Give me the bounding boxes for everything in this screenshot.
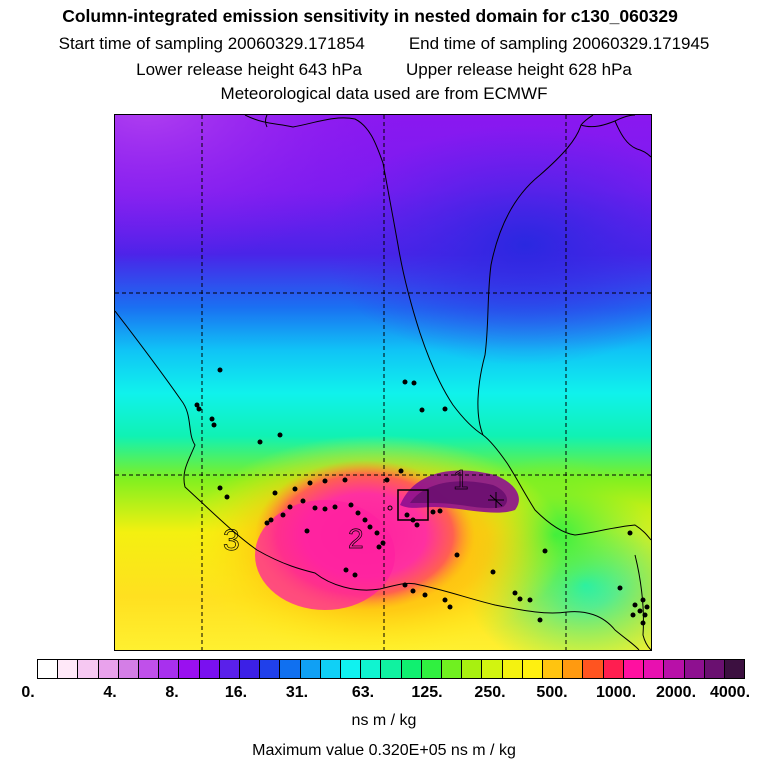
colorbar-segment — [280, 660, 301, 678]
colorbar-tick-label: 125. — [411, 684, 443, 701]
sampling-start: Start time of sampling 20060329.171854 — [58, 34, 365, 53]
sensitivity-map: 1 2 3 — [114, 114, 652, 651]
colorbar-ticks: 0. 4. 8. 16. 31. 63. 125. 250. 500. 1000. 2000. 400… — [0, 684, 768, 704]
colorbar-segment — [98, 660, 119, 678]
release-heights: Lower release height 643 hPa Upper releas… — [0, 60, 768, 80]
colorbar-segment — [179, 660, 200, 678]
colorbar-segment — [543, 660, 564, 678]
colorbar-segment — [38, 660, 59, 678]
station-markers — [194, 367, 650, 626]
colorbar-segment — [482, 660, 503, 678]
colorbar-segment — [199, 660, 220, 678]
colorbar-segment — [724, 660, 745, 678]
colorbar-tick-label: 16. — [224, 684, 248, 701]
colorbar-units: ns m / kg — [351, 712, 417, 729]
colorbar-segment — [664, 660, 685, 678]
colorbar-segment — [644, 660, 665, 678]
release-upper: Upper release height 628 hPa — [406, 60, 632, 79]
colorbar-tick-label: 4000. — [709, 684, 751, 701]
lat-lon-grid — [115, 115, 651, 650]
release-point — [387, 505, 393, 511]
colorbar-segment — [78, 660, 99, 678]
colorbar-segment — [118, 660, 140, 678]
met-data-source: Meteorological data used are from ECMWF — [220, 84, 548, 103]
colorbar-segment — [320, 660, 342, 678]
contour-label-2: 2 — [348, 523, 364, 554]
colorbar-tick-label: 63. — [351, 684, 375, 701]
colorbar-segment — [401, 660, 422, 678]
colorbar-segment — [603, 660, 624, 678]
field-northeast — [325, 125, 651, 365]
colorbar-segment — [623, 660, 645, 678]
colorbar-tick-label: 500. — [536, 684, 568, 701]
colorbar-segment — [442, 660, 463, 678]
colorbar-segment — [462, 660, 483, 678]
chart-title: Column-integrated emission sensitivity i… — [62, 6, 678, 26]
colorbar-tick-label: 0. — [21, 684, 35, 701]
colorbar-tick-label: 250. — [474, 684, 506, 701]
colorbar-segment — [361, 660, 382, 678]
colorbar — [37, 659, 745, 679]
colorbar-segment — [260, 660, 281, 678]
colorbar-segment — [421, 660, 443, 678]
colorbar-tick-label: 1000. — [595, 684, 637, 701]
contour-label-3: 3 — [223, 524, 240, 557]
colorbar-segment — [583, 660, 604, 678]
contour-label-1: 1 — [453, 464, 469, 495]
colorbar-segment — [563, 660, 584, 678]
colorbar-segment — [502, 660, 523, 678]
maximum-value: Maximum value 0.320E+05 ns m / kg — [252, 742, 516, 759]
colorbar-segment — [684, 660, 705, 678]
colorbar-segment — [240, 660, 261, 678]
field-plume-core — [410, 481, 508, 509]
colorbar-segment — [341, 660, 362, 678]
colorbar-segment — [300, 660, 321, 678]
field-core-magenta — [255, 500, 395, 610]
colorbar-tick-label: 2000. — [655, 684, 697, 701]
colorbar-segment — [219, 660, 241, 678]
source-marker — [488, 492, 504, 508]
sampling-end: End time of sampling 20060329.171945 — [408, 34, 710, 53]
colorbar-tick-label: 31. — [285, 684, 309, 701]
release-lower: Lower release height 643 hPa — [136, 60, 362, 79]
colorbar-segment — [159, 660, 180, 678]
colorbar-tick-label: 8. — [165, 684, 179, 701]
colorbar-segment — [522, 660, 544, 678]
sampling-times: Start time of sampling 20060329.171854 En… — [0, 34, 768, 54]
colorbar-segment — [704, 660, 725, 678]
colorbar-segment — [58, 660, 79, 678]
coastlines — [115, 115, 651, 650]
colorbar-segment — [381, 660, 402, 678]
colorbar-segment — [139, 660, 160, 678]
colorbar-tick-label: 4. — [103, 684, 117, 701]
